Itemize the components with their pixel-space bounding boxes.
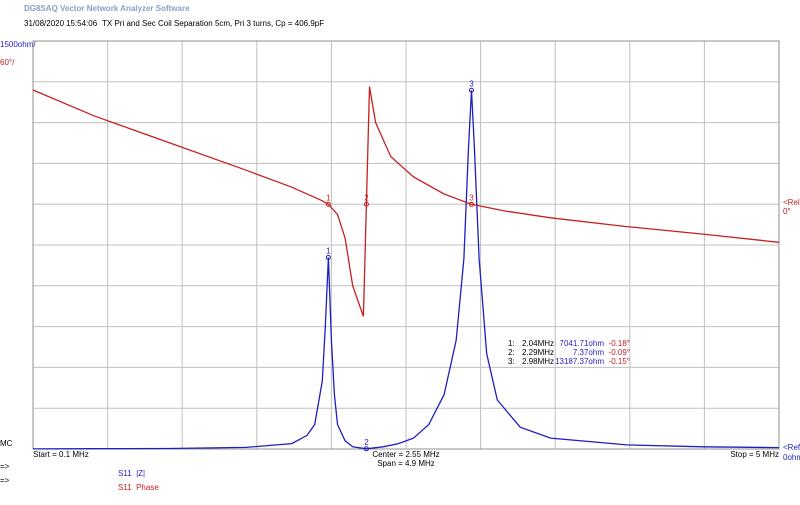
marker-point <box>325 201 331 207</box>
time: 15:54:06 <box>66 19 98 28</box>
marker-freq: 2.29MHz <box>522 348 554 357</box>
marker-id: 3 <box>469 79 474 88</box>
trace <box>32 86 780 317</box>
span-label: Span = 4.9 MHz <box>377 459 435 468</box>
ref1-value: 0ohm <box>783 453 800 462</box>
start-label: Start = 0.1 MHz <box>33 450 89 459</box>
marker-index: 1: <box>508 339 515 348</box>
y2-scale-label: 60°/ <box>0 58 15 67</box>
arrow-label: => <box>0 462 10 471</box>
marker-z: 7041.71ohm <box>560 339 605 348</box>
marker-freq: 2.04MHz <box>522 339 554 348</box>
marker-z: 13187.37ohm <box>555 357 604 366</box>
marker-id: 3 <box>469 193 474 202</box>
arrow-label: => <box>0 476 10 485</box>
marker-id: 1 <box>326 247 331 256</box>
stop-label: Stop = 5 MHz <box>730 450 779 459</box>
ref2-value: 0° <box>783 207 791 216</box>
app-title: DG8SAQ Vector Network Analyzer Software <box>24 4 190 13</box>
legend-entry: S11 |Z| <box>118 469 145 478</box>
marker-point <box>325 254 331 260</box>
marker-point <box>363 446 369 452</box>
date: 31/08/2020 <box>24 19 65 28</box>
legend-entry: S11 Phase <box>118 483 159 492</box>
marker-freq: 2.98MHz <box>522 357 554 366</box>
marker-index: 3: <box>508 357 515 366</box>
marker-point <box>363 201 369 207</box>
marker-id: 1 <box>326 193 331 202</box>
mc-label: MC <box>0 439 13 448</box>
trace <box>32 90 780 450</box>
ref2-label: <Rel2 <box>783 198 800 207</box>
marker-point <box>468 87 474 93</box>
marker-point <box>468 201 474 207</box>
marker-index: 2: <box>508 348 515 357</box>
plot-frame <box>32 40 780 450</box>
marker-phase: -0.09° <box>609 348 630 357</box>
ref1-label: <Ref1 <box>783 443 800 452</box>
chart-title: TX Pri and Sec Coil Separation 5cm, Pri … <box>102 19 324 28</box>
marker-z: 7.37ohm <box>573 348 604 357</box>
marker-id: 2 <box>364 438 369 447</box>
marker-phase: -0.15° <box>609 357 630 366</box>
center-label: Center = 2.55 MHz <box>372 450 439 459</box>
y-scale-label: 1500ohm/ <box>0 40 36 49</box>
marker-id: 2 <box>364 193 369 202</box>
marker-phase: -0.18° <box>609 339 630 348</box>
